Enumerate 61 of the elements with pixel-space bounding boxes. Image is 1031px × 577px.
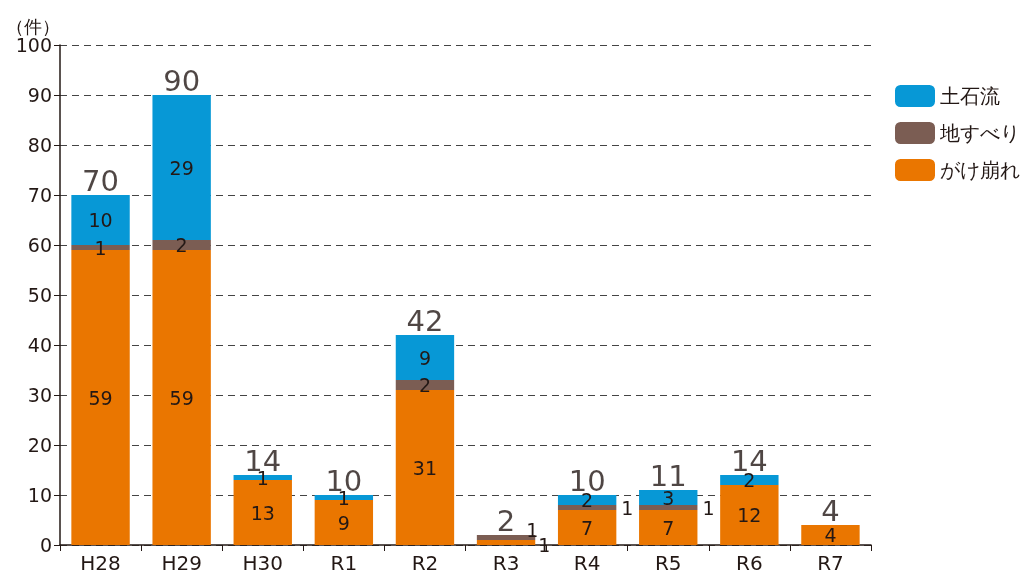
x-tick-label: H30 — [242, 551, 283, 575]
x-tick-label: R5 — [654, 551, 682, 575]
bar — [557, 505, 617, 510]
x-tick-label: H29 — [161, 551, 202, 575]
bar — [639, 490, 698, 505]
total-label: 42 — [406, 303, 444, 338]
total-label: 2 — [496, 503, 516, 538]
y-tick-label: 60 — [27, 234, 52, 256]
data-label: 1 — [526, 518, 539, 541]
bar — [476, 540, 536, 545]
data-label: 1 — [621, 496, 634, 519]
data-label: 1 — [94, 236, 107, 259]
bar — [152, 240, 211, 250]
data-label: 59 — [169, 386, 194, 409]
bar — [152, 95, 211, 240]
bar — [720, 485, 779, 545]
data-label: 12 — [737, 504, 762, 526]
bar — [395, 380, 455, 390]
bar — [639, 505, 698, 510]
x-tick-label: R6 — [736, 551, 763, 575]
y-tick-label: 40 — [27, 334, 52, 356]
data-label: 59 — [88, 386, 113, 409]
data-label: 7 — [662, 516, 675, 539]
x-tick-label: R4 — [573, 551, 601, 575]
x-tick-label: R2 — [411, 551, 439, 575]
y-tick-label: 90 — [27, 84, 52, 106]
y-axis-title: （件） — [6, 16, 60, 38]
y-tick-label: 10 — [27, 484, 52, 506]
data-label: 10 — [88, 209, 113, 231]
bar — [639, 510, 698, 545]
bar — [557, 510, 617, 545]
data-label: 9 — [337, 511, 350, 534]
x-tick-label: R1 — [330, 551, 358, 575]
bar — [152, 250, 211, 545]
y-tick-label: 80 — [27, 134, 52, 156]
y-tick-label: 50 — [27, 284, 52, 306]
bar — [720, 475, 779, 485]
data-label: 9 — [418, 346, 431, 369]
data-label: 29 — [169, 156, 194, 179]
data-label: 1 — [702, 496, 715, 519]
x-tick-label: R7 — [817, 551, 844, 575]
bar — [557, 495, 617, 505]
legend-label: がけ崩れ — [940, 158, 1020, 182]
total-label: 90 — [163, 63, 201, 98]
legend-label: 地すべり — [939, 121, 1020, 145]
y-tick-label: 0 — [39, 534, 52, 556]
x-tick-label: H28 — [80, 551, 121, 575]
y-tick-label: 70 — [27, 184, 52, 206]
total-label: 70 — [82, 163, 119, 198]
bar — [801, 525, 860, 545]
bar — [395, 335, 455, 380]
data-label: 31 — [412, 456, 438, 479]
bar — [476, 535, 536, 540]
x-tick-label: R3 — [492, 551, 520, 575]
data-label: 7 — [581, 516, 594, 539]
y-tick-label: 20 — [27, 434, 52, 456]
y-tick-label: 30 — [27, 384, 52, 406]
data-label: 13 — [250, 501, 275, 524]
data-label: 3 — [662, 486, 675, 509]
legend-label: 土石流 — [940, 84, 1000, 108]
bar — [395, 390, 455, 545]
